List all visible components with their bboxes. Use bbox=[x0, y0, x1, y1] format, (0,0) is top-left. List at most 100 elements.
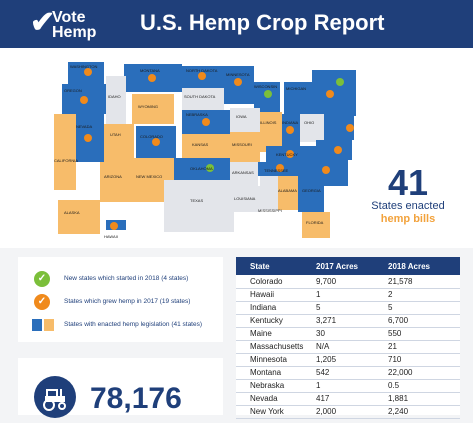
acreage-table: State 2017 Acres 2018 Acres Colorado 9,70… bbox=[236, 257, 460, 419]
state-label: IDAHO bbox=[108, 94, 121, 99]
swatch-blue-icon bbox=[32, 319, 42, 331]
map-legend: ✓ New states which started in 2018 (4 st… bbox=[18, 257, 223, 342]
table-cell: 5 bbox=[316, 303, 321, 312]
state-kansas bbox=[182, 134, 230, 158]
table-cell: 9,700 bbox=[316, 277, 337, 286]
table-cell: 710 bbox=[388, 355, 402, 364]
state-label: MISSISSIPPI bbox=[258, 208, 282, 213]
state-label: MINNESOTA bbox=[226, 72, 250, 77]
state-label: HAWAII bbox=[104, 234, 118, 239]
state-missouri bbox=[230, 132, 260, 162]
check-orange-icon bbox=[322, 166, 330, 174]
check-orange-icon bbox=[346, 124, 354, 132]
state-oklahoma bbox=[174, 158, 230, 180]
table-cell: 542 bbox=[316, 368, 330, 377]
table-row: Colorado 9,700 21,578 bbox=[236, 275, 460, 289]
state-label: ARIZONA bbox=[104, 174, 122, 179]
page-title: U.S. Hemp Crop Report bbox=[140, 10, 385, 35]
check-orange-icon bbox=[152, 138, 160, 146]
table-cell: 2,000 bbox=[316, 407, 337, 416]
states-caption-highlight: hemp bills bbox=[380, 213, 436, 225]
us-map: WASHINGTON MONTANA NORTH DAKOTA OREGON I… bbox=[54, 62, 356, 239]
table-cell: Maine bbox=[250, 329, 272, 338]
table-cell: 3,271 bbox=[316, 316, 337, 325]
header-bar: ✔ Vote Hemp U.S. Hemp Crop Report bbox=[0, 0, 473, 48]
check-orange-icon bbox=[84, 68, 92, 76]
table-cell: 2,240 bbox=[388, 407, 409, 416]
state-label: NORTH DAKOTA bbox=[186, 68, 218, 73]
tractor-icon bbox=[34, 376, 76, 418]
state-label: MONTANA bbox=[140, 68, 160, 73]
table-row: Nevada 417 1,881 bbox=[236, 392, 460, 406]
table-row: Maine 30 550 bbox=[236, 327, 460, 341]
state-northeast bbox=[312, 70, 356, 116]
table-cell: Nebraska bbox=[250, 381, 285, 390]
table-cell: 1,205 bbox=[316, 355, 337, 364]
check-orange-icon bbox=[198, 72, 206, 80]
table-cell: N/A bbox=[316, 342, 330, 351]
state-texas bbox=[164, 180, 234, 232]
check-green-icon bbox=[336, 78, 344, 86]
state-wyoming bbox=[132, 94, 174, 124]
state-south-dakota bbox=[182, 88, 224, 110]
state-label: GEORGIA bbox=[302, 188, 321, 193]
table-cell: 1 bbox=[316, 381, 321, 390]
table-cell: Kentucky bbox=[250, 316, 283, 325]
check-orange-icon bbox=[276, 164, 284, 172]
table-row: Indiana 5 5 bbox=[236, 301, 460, 315]
state-label: UTAH bbox=[110, 132, 121, 137]
table-row: New York 2,000 2,240 bbox=[236, 405, 460, 419]
state-ohio bbox=[300, 114, 324, 142]
check-orange-icon bbox=[84, 134, 92, 142]
table-cell: 417 bbox=[316, 394, 330, 403]
vote-hemp-logo: ✔ Vote Hemp bbox=[30, 6, 102, 44]
table-cell: Nevada bbox=[250, 394, 278, 403]
total-acres: 78,176 bbox=[90, 382, 182, 415]
table-cell: Montana bbox=[250, 368, 282, 377]
state-label: FLORIDA bbox=[306, 220, 324, 225]
table-row: Nebraska 1 0.5 bbox=[236, 379, 460, 393]
state-label: ILLINOIS bbox=[260, 120, 277, 125]
check-orange-icon bbox=[110, 222, 118, 230]
state-label: TENNESSEE bbox=[264, 168, 289, 173]
state-label: COLORADO bbox=[140, 134, 163, 139]
state-label: MICHIGAN bbox=[286, 86, 306, 91]
state-label: OKLAHOMA bbox=[190, 166, 213, 171]
state-label: LOUISIANA bbox=[234, 196, 256, 201]
state-label: ALASKA bbox=[64, 210, 80, 215]
state-label: CALIFORNIA bbox=[54, 158, 78, 163]
table-cell: 1,881 bbox=[388, 394, 409, 403]
state-label: SOUTH DAKOTA bbox=[184, 94, 216, 99]
state-label: OREGON bbox=[64, 88, 82, 93]
state-illinois bbox=[260, 112, 282, 152]
state-label: OHIO bbox=[304, 120, 314, 125]
table-cell: 5 bbox=[388, 303, 393, 312]
state-label: WISCONSIN bbox=[254, 84, 277, 89]
table-cell: 21,578 bbox=[388, 277, 413, 286]
check-orange-icon bbox=[326, 90, 334, 98]
check-orange-icon bbox=[286, 126, 294, 134]
swatch-orange-icon bbox=[44, 319, 54, 331]
state-label: INDIANA bbox=[282, 120, 299, 125]
table-cell: Minnesota bbox=[250, 355, 287, 364]
check-green-icon bbox=[264, 90, 272, 98]
table-row: Massachusetts N/A 21 bbox=[236, 340, 460, 354]
table-row: Montana 542 22,000 bbox=[236, 366, 460, 380]
state-label: KENTUCKY bbox=[276, 152, 298, 157]
acres-panel: 78,176 bbox=[18, 358, 223, 418]
table-cell: Colorado bbox=[250, 277, 283, 286]
state-utah bbox=[104, 124, 134, 162]
state-label: NEW MEXICO bbox=[136, 174, 162, 179]
state-michigan bbox=[284, 82, 312, 114]
table-header: State 2017 Acres 2018 Acres bbox=[236, 257, 460, 275]
state-label: ALABAMA bbox=[278, 188, 297, 193]
table-cell: 0.5 bbox=[388, 381, 400, 390]
table-cell: Massachusetts bbox=[250, 342, 304, 351]
table-cell: 2 bbox=[388, 290, 393, 299]
state-label: WYOMING bbox=[138, 104, 158, 109]
check-orange-icon bbox=[286, 150, 294, 158]
state-georgia bbox=[298, 176, 324, 212]
check-orange-icon: ✓ bbox=[34, 294, 50, 310]
check-orange-icon bbox=[334, 146, 342, 154]
state-label: TEXAS bbox=[190, 198, 203, 203]
